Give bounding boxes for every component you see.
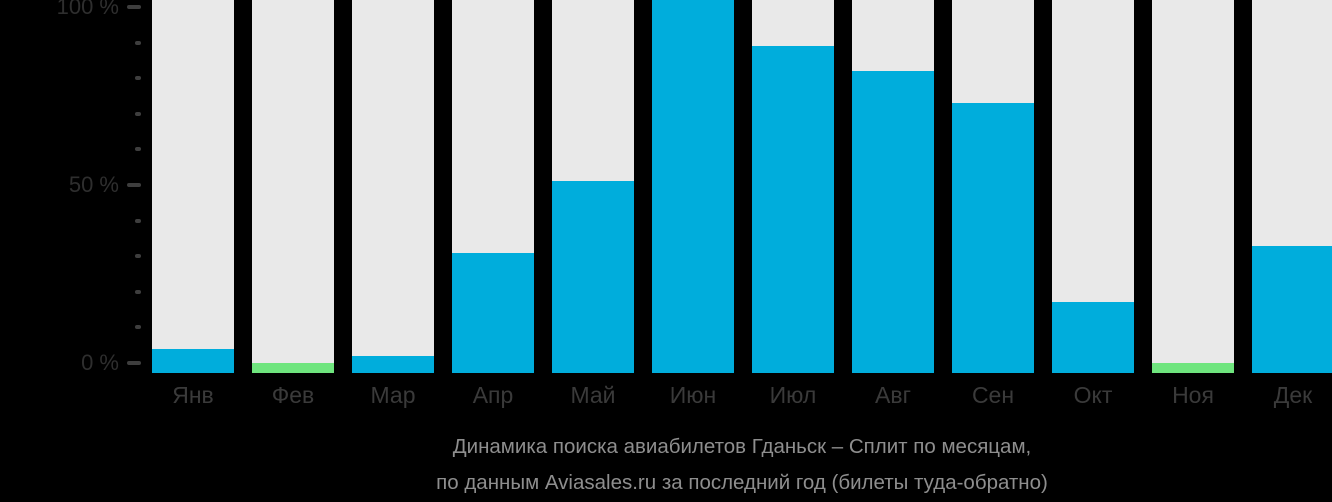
bar-track-8 xyxy=(852,0,934,373)
bar-fill-11 xyxy=(1152,363,1234,373)
month-label: Мар xyxy=(370,382,416,408)
y-axis-label: 50 % xyxy=(68,172,119,197)
month-label: Май xyxy=(570,382,616,408)
bar-track-3 xyxy=(352,0,434,373)
month-label: Июл xyxy=(769,382,817,408)
bar-fill-12 xyxy=(1252,246,1332,373)
y-axis-minor-tick xyxy=(135,289,141,294)
y-axis-minor-tick xyxy=(135,147,141,152)
month-label: Апр xyxy=(472,382,514,408)
y-axis-label: 0 % xyxy=(81,350,119,375)
y-axis-label: 100 % xyxy=(56,0,119,19)
y-axis-major-tick xyxy=(127,183,141,187)
chart-caption: Динамика поиска авиабилетов Гданьск – Сп… xyxy=(152,429,1332,501)
bar-track-1 xyxy=(152,0,234,373)
bar-track-11 xyxy=(1152,0,1234,373)
bar-track-7 xyxy=(752,0,834,373)
y-axis-minor-tick xyxy=(135,218,141,223)
y-axis-minor-tick xyxy=(135,40,141,45)
month-label: Окт xyxy=(1073,382,1113,408)
y-axis-minor-tick xyxy=(135,325,141,330)
bar-fill-8 xyxy=(852,71,934,373)
bar-fill-6 xyxy=(652,0,734,373)
month-label: Дек xyxy=(1273,382,1313,408)
chart-title: Динамика поиска авиабилетов Гданьск – Сп… xyxy=(452,435,1032,458)
y-axis-major-tick xyxy=(127,5,141,9)
bar-track-9 xyxy=(952,0,1034,373)
bar-track-4 xyxy=(452,0,534,373)
bar-fill-4 xyxy=(452,253,534,373)
bar-track-6 xyxy=(652,0,734,373)
y-axis-minor-tick xyxy=(135,111,141,116)
month-label: Ноя xyxy=(1172,382,1214,408)
bar-fill-9 xyxy=(952,103,1034,373)
bar-fill-7 xyxy=(752,46,834,373)
month-label: Июн xyxy=(669,382,717,408)
month-label: Фев xyxy=(271,382,315,408)
bar-track-5 xyxy=(552,0,634,373)
y-axis-minor-tick xyxy=(135,254,141,259)
bar-fill-2 xyxy=(252,363,334,373)
bar-fill-1 xyxy=(152,349,234,373)
month-label: Янв xyxy=(172,382,214,408)
month-label: Авг xyxy=(875,382,911,408)
plot-area: 0 % 50 % 100 % Янв Фев Мар Апр Май Июн Июл Авг Сен… xyxy=(56,0,1332,408)
y-axis-minor-tick xyxy=(135,76,141,81)
month-label: Сен xyxy=(971,382,1015,408)
bar-track-2 xyxy=(252,0,334,373)
bar-fill-10 xyxy=(1052,302,1134,373)
chart-subtitle: по данным Aviasales.ru за последний год … xyxy=(436,471,1048,494)
bar-track-12 xyxy=(1252,0,1332,373)
bar-fill-5 xyxy=(552,181,634,373)
bar-fill-3 xyxy=(352,356,434,373)
y-axis-major-tick xyxy=(127,361,141,365)
bar-track-10 xyxy=(1052,0,1134,373)
